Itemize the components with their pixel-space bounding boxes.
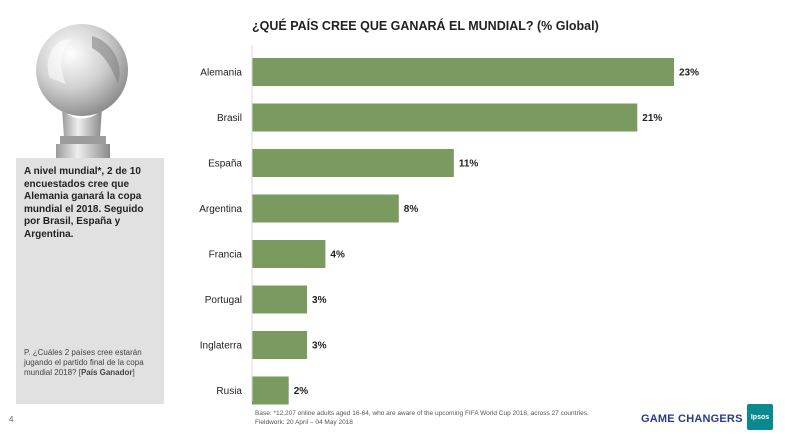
value-label: 3% (312, 295, 327, 306)
value-label: 11% (459, 159, 479, 170)
bar-chart: Alemania 23% Brasil 21% España 11% Argentina 8%… (199, 45, 699, 405)
category-label: Inglaterra (200, 341, 243, 352)
question-prefix: P. ¿Cuáles 2 países cree estarán jugando… (24, 348, 144, 377)
bar-brasil (252, 103, 638, 132)
category-label: Brasil (217, 113, 242, 124)
bar-alemania (252, 58, 674, 86)
bar-portugal (252, 285, 308, 314)
bar-francia (252, 240, 326, 268)
ipsos-logo: Ipsos (747, 404, 773, 430)
question-text: P. ¿Cuáles 2 países cree estarán jugando… (24, 348, 160, 378)
category-label: Portugal (205, 295, 242, 306)
summary-text: A nivel mundial*, 2 de 10 encuestados cr… (24, 166, 144, 240)
category-label: España (208, 159, 242, 170)
bar-españa (252, 149, 454, 177)
category-label: Francia (209, 250, 243, 261)
question-bold: País Ganador (80, 368, 133, 377)
bar-inglaterra (252, 331, 308, 359)
summary-panel: A nivel mundial*, 2 de 10 encuestados cr… (16, 158, 164, 404)
category-label: Alemania (200, 68, 242, 79)
question-suffix: ] (132, 368, 135, 377)
page-number: 4 (9, 415, 14, 424)
logo-text: Ipsos (750, 413, 770, 421)
bar-rusia (252, 376, 289, 405)
footnote: Base: *12,207 online adults aged 16-64, … (255, 410, 589, 426)
value-label: 3% (312, 341, 327, 352)
trophy-icon (36, 24, 128, 158)
bar-argentina (252, 194, 399, 223)
value-label: 21% (642, 113, 662, 124)
category-label: Argentina (199, 204, 242, 215)
brand-tagline: GAME CHANGERS (641, 413, 743, 425)
value-label: 8% (404, 204, 419, 215)
value-label: 2% (294, 386, 309, 397)
category-label: Rusia (216, 386, 242, 397)
value-label: 23% (679, 68, 699, 79)
chart-title: ¿QUÉ PAÍS CREE QUE GANARÁ EL MUNDIAL? (%… (252, 19, 599, 33)
value-label: 4% (330, 250, 345, 261)
